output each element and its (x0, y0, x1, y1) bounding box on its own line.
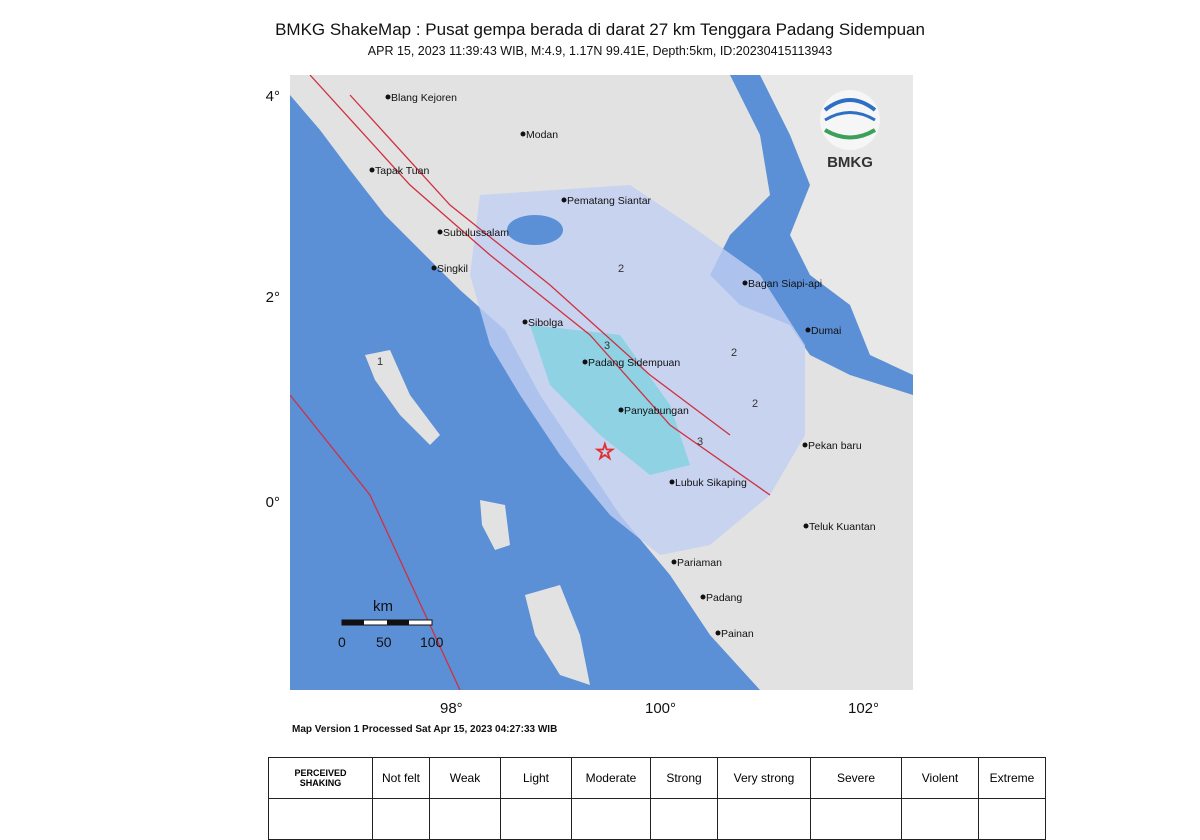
city-label: Padang Sidempuan (588, 357, 680, 369)
scale-bar (341, 619, 433, 626)
city-label: Modan (526, 129, 558, 141)
city-marker (805, 327, 811, 333)
svg-text:BMKG: BMKG (827, 154, 873, 171)
lon-tick: 98° (440, 700, 463, 717)
epicenter-star-icon: ☆ (595, 439, 615, 464)
lon-tick: 102° (848, 700, 880, 717)
lat-tick: 2° (265, 289, 280, 306)
city-marker (669, 479, 675, 485)
map-title: BMKG ShakeMap : Pusat gempa berada di da… (275, 20, 925, 39)
city-marker (803, 523, 809, 529)
legend-level: Violent (901, 757, 979, 799)
bmkg-logo: BMKG (820, 90, 880, 171)
city-marker (522, 319, 528, 325)
lat-tick: 0° (265, 494, 280, 511)
city-marker (671, 559, 677, 565)
lat-tick: 4° (265, 88, 280, 105)
city-label: Blang Kejoren (391, 92, 457, 104)
legend-level: Light (500, 757, 572, 799)
map-version: Map Version 1 Processed Sat Apr 15, 2023… (292, 724, 558, 735)
city-marker (802, 442, 808, 448)
legend-level: Very strong (717, 757, 811, 799)
city-label: Panyabungan (624, 405, 689, 417)
land-malaysia (760, 75, 913, 375)
lake-toba (507, 215, 563, 245)
scale-label: 50 (376, 634, 392, 650)
event-details: APR 15, 2023 11:39:43 WIB, M:4.9, 1.17N … (367, 44, 833, 58)
city-marker (520, 131, 526, 137)
legend-level: Strong (650, 757, 718, 799)
svg-text:2: 2 (752, 398, 758, 410)
legend-header: PERCEIVED SHAKING (268, 757, 373, 799)
city-label: Pariaman (677, 557, 722, 569)
city-label: Teluk Kuantan (809, 521, 876, 533)
city-label: Pekan baru (808, 440, 862, 452)
island-simeulue (365, 350, 440, 445)
svg-text:1: 1 (377, 356, 383, 368)
scale-label: 100 (420, 634, 444, 650)
city-label: Bagan Siapi-api (748, 278, 822, 290)
city-label: Subulussalam (443, 227, 509, 239)
legend-level: Weak (429, 757, 501, 799)
island-siberut (525, 585, 590, 685)
intensity-3-zone (530, 325, 690, 475)
city-marker (715, 630, 721, 636)
city-marker (582, 359, 588, 365)
city-label: Pematang Siantar (567, 195, 652, 207)
city-label: Padang (706, 592, 742, 604)
city-label: Tapak Tuan (375, 165, 429, 177)
city-marker (618, 407, 624, 413)
lon-tick: 100° (645, 700, 677, 717)
city-marker (700, 594, 706, 600)
city-label: Sibolga (528, 317, 563, 329)
scale-label: 0 (338, 634, 346, 650)
city-marker (385, 94, 391, 100)
svg-text:2: 2 (618, 263, 624, 275)
svg-text:2: 2 (731, 347, 737, 359)
city-marker (742, 280, 748, 286)
scale-unit: km (373, 598, 393, 615)
city-marker (369, 167, 375, 173)
city-label: Singkil (437, 263, 468, 275)
city-marker (561, 197, 567, 203)
legend-level: Extreme (978, 757, 1046, 799)
city-label: Dumai (811, 325, 841, 337)
legend-level: Severe (810, 757, 902, 799)
shaking-legend-table: PERCEIVED SHAKING Not felt Weak Light Modera… (268, 757, 1046, 840)
city-label: Painan (721, 628, 754, 640)
legend-level: Not felt (372, 757, 430, 799)
legend-level: Moderate (571, 757, 651, 799)
city-marker (437, 229, 443, 235)
city-marker (431, 265, 437, 271)
svg-text:3: 3 (604, 340, 610, 352)
shakemap[interactable]: ☆ 2 2 2 3 3 1 Blang Kejoren Modan Tapak Tu… (290, 75, 913, 690)
contour-labels: 2 2 2 3 3 1 (377, 263, 758, 448)
island-nias-south (480, 500, 510, 550)
svg-text:3: 3 (697, 436, 703, 448)
city-label: Lubuk Sikaping (675, 477, 747, 489)
